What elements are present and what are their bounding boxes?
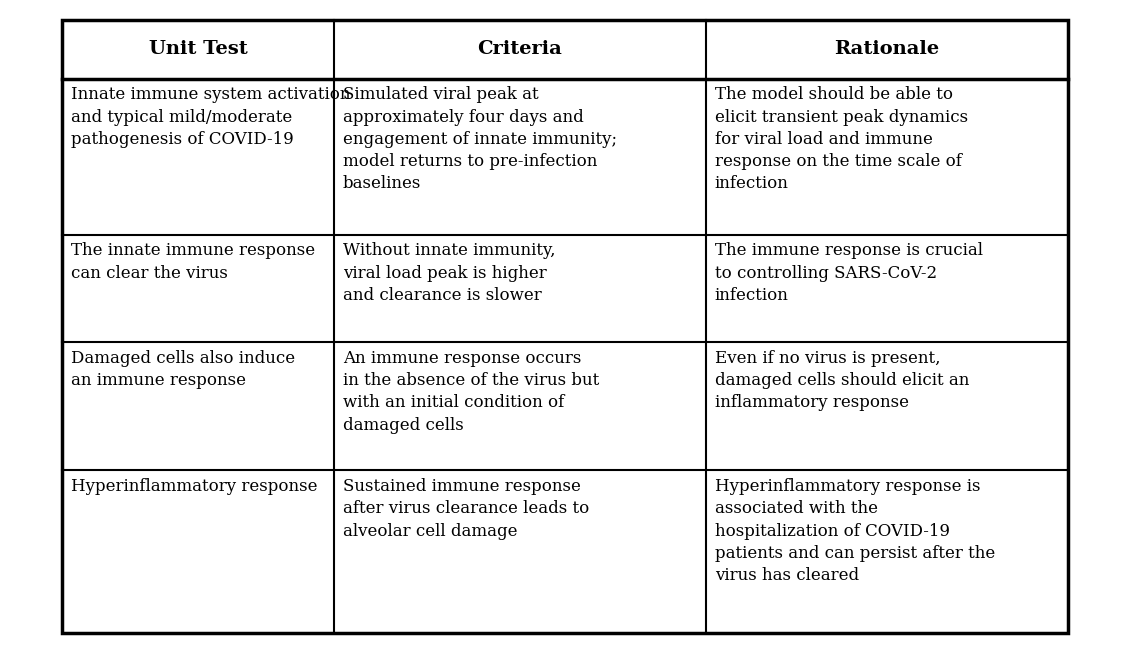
- Text: The innate immune response
can clear the virus: The innate immune response can clear the…: [71, 242, 315, 281]
- Text: Unit Test: Unit Test: [148, 40, 247, 58]
- Text: Without innate immunity,
viral load peak is higher
and clearance is slower: Without innate immunity, viral load peak…: [342, 242, 555, 304]
- Text: Criteria: Criteria: [477, 40, 563, 58]
- Text: Innate immune system activation
and typical mild/moderate
pathogenesis of COVID-: Innate immune system activation and typi…: [71, 86, 350, 148]
- Text: Rationale: Rationale: [834, 40, 939, 58]
- Text: Sustained immune response
after virus clearance leads to
alveolar cell damage: Sustained immune response after virus cl…: [342, 478, 589, 539]
- Text: The model should be able to
elicit transient peak dynamics
for viral load and im: The model should be able to elicit trans…: [715, 86, 968, 192]
- Text: Hyperinflammatory response: Hyperinflammatory response: [71, 478, 318, 495]
- Text: Even if no virus is present,
damaged cells should elicit an
inflammatory respons: Even if no virus is present, damaged cel…: [715, 350, 970, 411]
- Text: Hyperinflammatory response is
associated with the
hospitalization of COVID-19
pa: Hyperinflammatory response is associated…: [715, 478, 996, 584]
- Bar: [62, 20, 1068, 633]
- Text: An immune response occurs
in the absence of the virus but
with an initial condit: An immune response occurs in the absence…: [342, 350, 599, 434]
- Text: The immune response is crucial
to controlling SARS-CoV-2
infection: The immune response is crucial to contro…: [715, 242, 983, 304]
- Text: Simulated viral peak at
approximately four days and
engagement of innate immunit: Simulated viral peak at approximately fo…: [342, 86, 617, 192]
- Text: Damaged cells also induce
an immune response: Damaged cells also induce an immune resp…: [71, 350, 295, 389]
